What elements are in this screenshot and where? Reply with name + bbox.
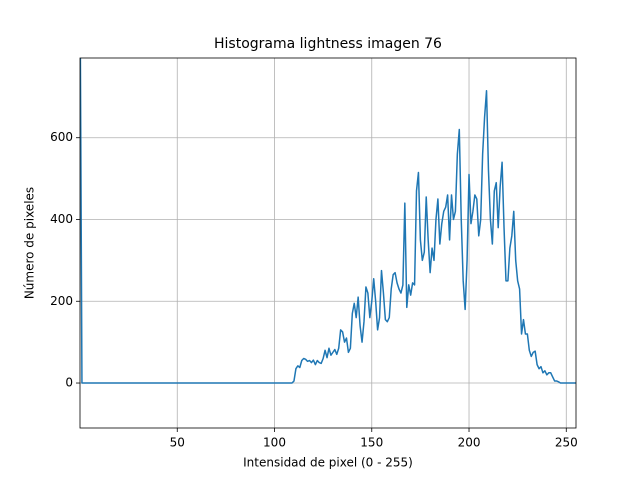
chart-title: Histograma lightness imagen 76 [214,36,442,52]
y-tick-label: 400 [50,212,73,226]
plot-frame [79,57,577,429]
y-tick-label: 0 [65,376,73,390]
y-tick-label: 200 [50,294,73,308]
x-tick-label: 100 [263,436,286,450]
x-axis-label: Intensidad de pixel (0 - 255) [243,456,413,470]
x-tick-label: 200 [458,436,481,450]
data-line [80,58,576,384]
y-tick-label: 600 [50,130,73,144]
x-tick-label: 250 [555,436,578,450]
y-axis-label: Número de pixeles [23,187,37,299]
x-tick-label: 150 [360,436,383,450]
x-tick-label: 50 [170,436,185,450]
